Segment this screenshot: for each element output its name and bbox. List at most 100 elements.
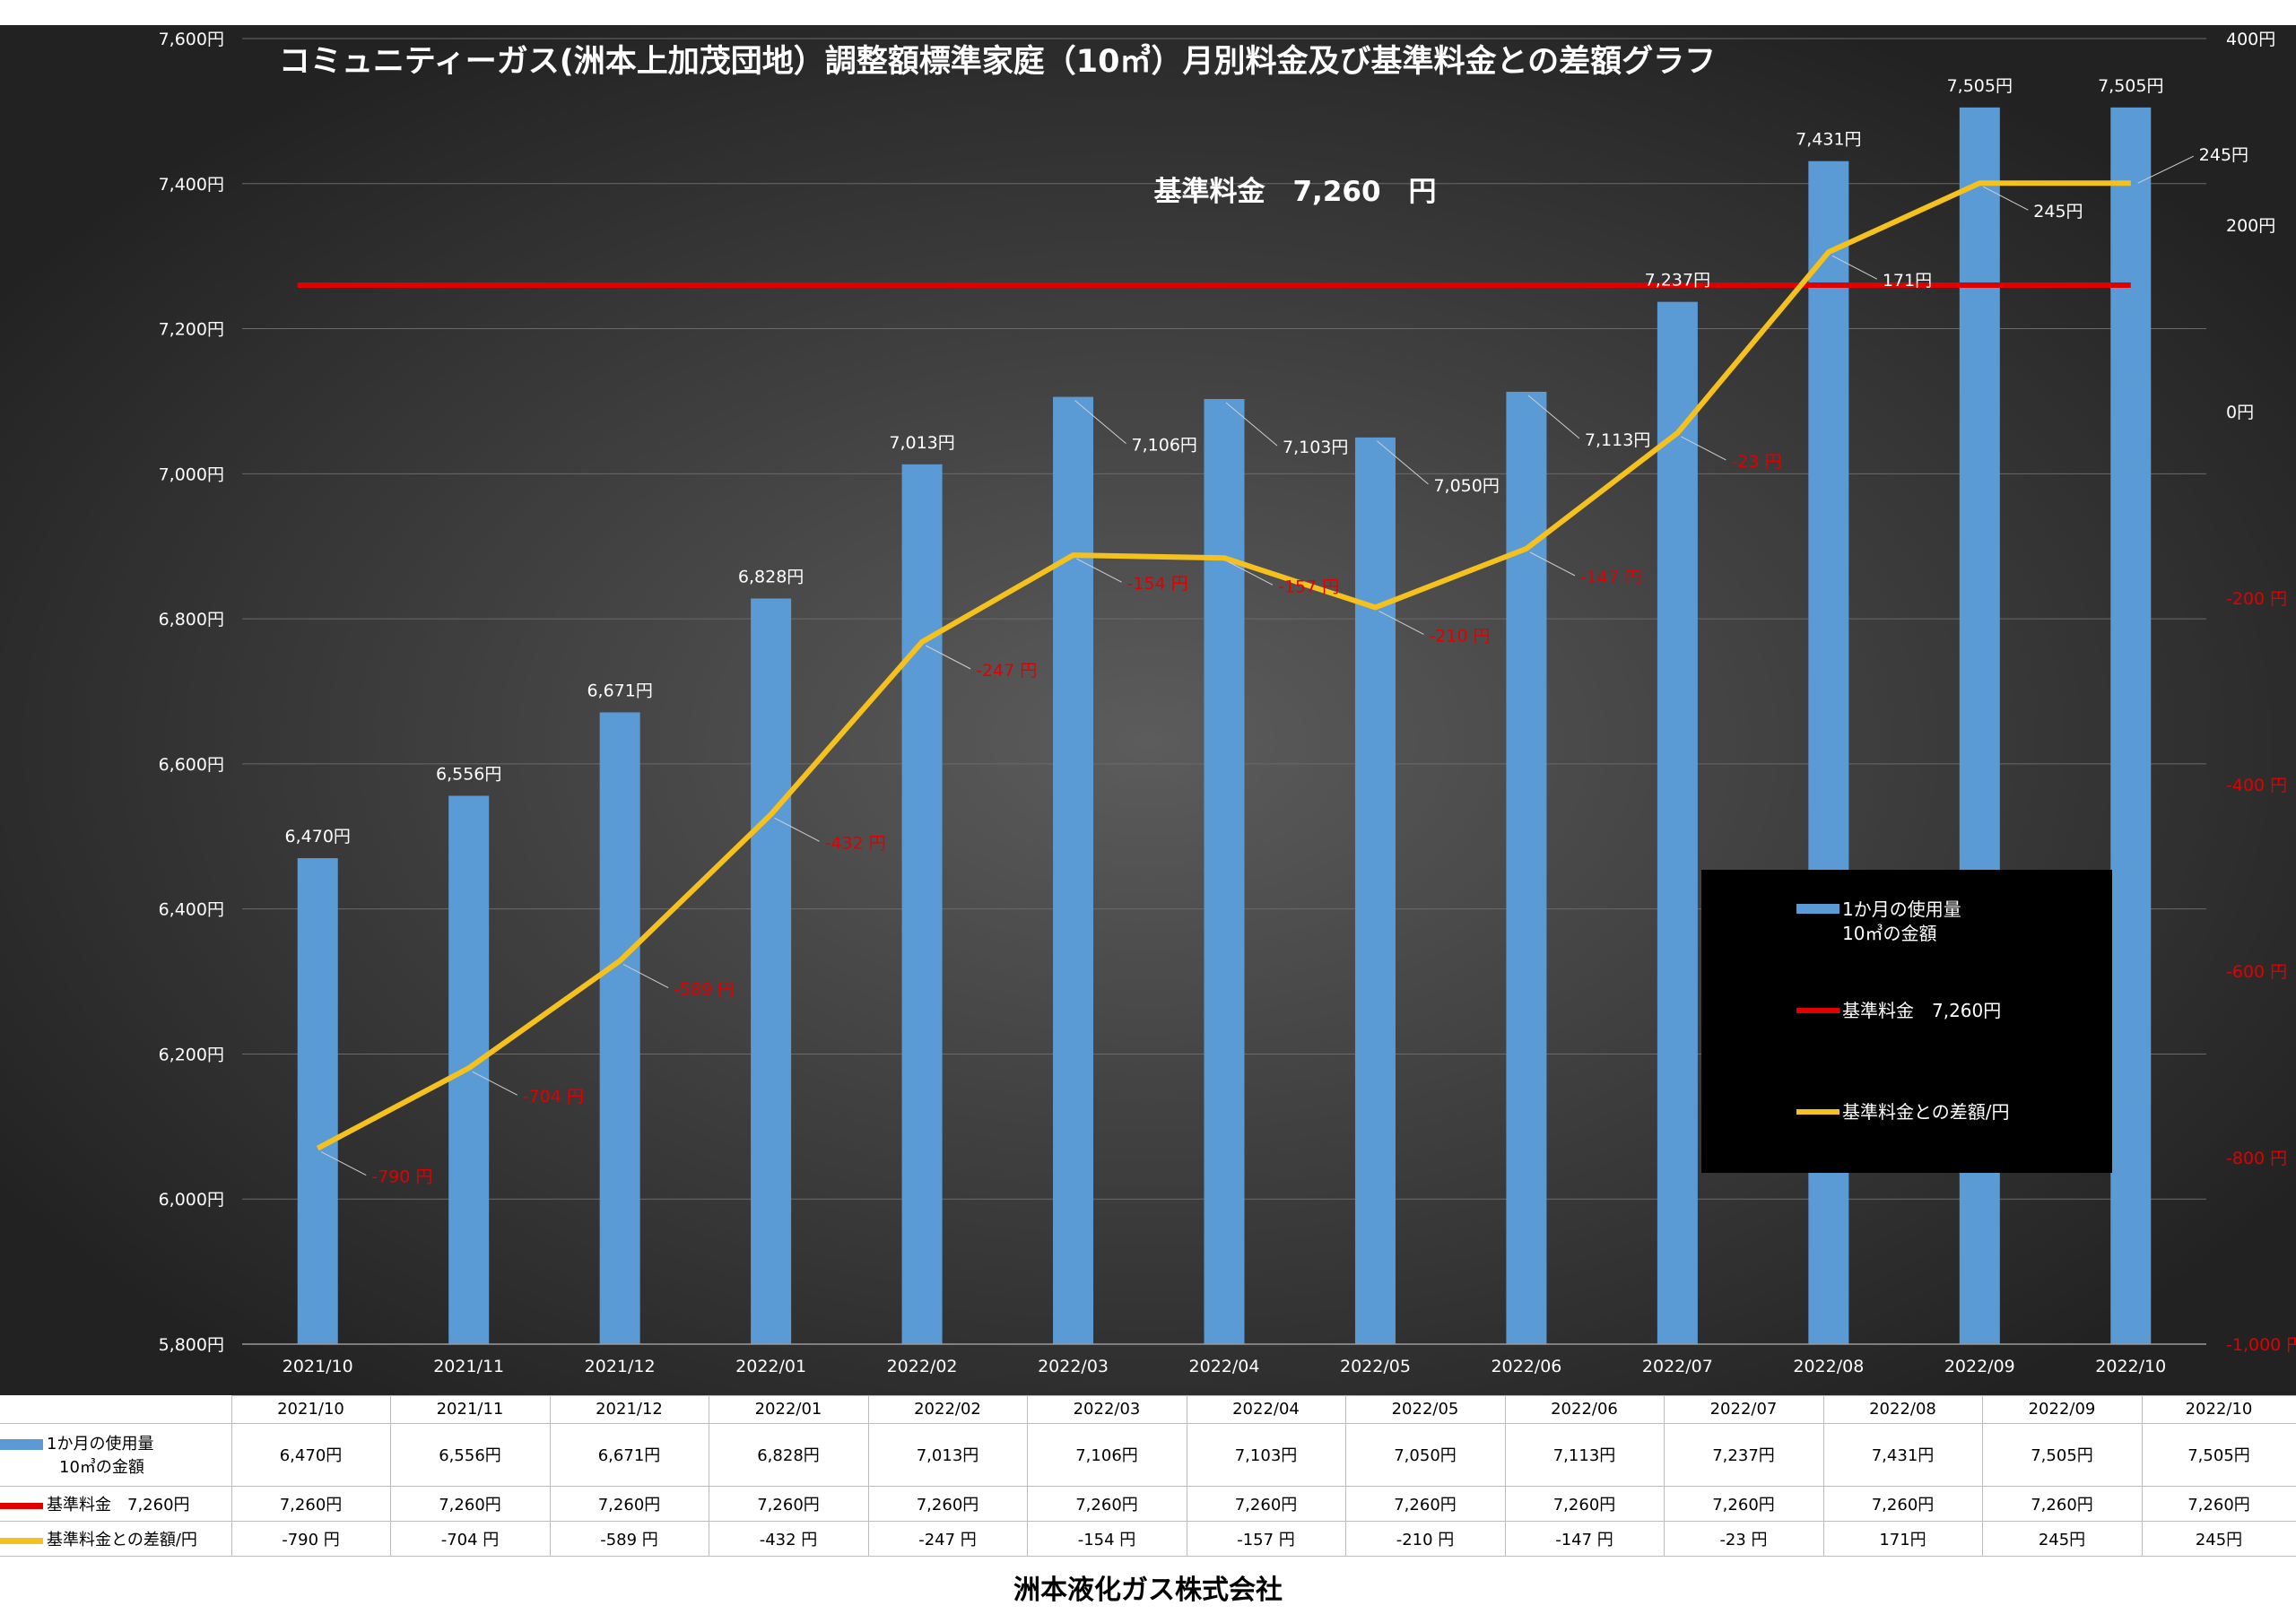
table-cell-diff: -23 円 [1664, 1522, 1823, 1557]
usage-label-line2: 10㎥の金額 [0, 1454, 231, 1478]
diff-value-label: 245円 [2199, 145, 2248, 165]
table-cell-usage: 7,505円 [2142, 1423, 2296, 1487]
x-tick-label: 2022/09 [1944, 1357, 2015, 1376]
table-cell-diff: -157 円 [1187, 1522, 1345, 1557]
table-cell-usage: 7,013円 [868, 1423, 1027, 1487]
base-rate-label: 基準料金 7,260 円 [1153, 176, 1436, 208]
bar-value-label: 7,113円 [1585, 430, 1650, 450]
table-cell-base: 7,260円 [550, 1487, 709, 1522]
x-tick-label: 2022/02 [887, 1357, 958, 1376]
table-cell-diff: 245円 [1982, 1522, 2142, 1557]
table-row-usage: 1か月の使用量 10㎥の金額 6,470円 6,556円 6,671円 6,828円 7… [0, 1423, 2296, 1487]
diff-value-label: 245円 [2033, 202, 2083, 221]
table-cell-base: 7,260円 [231, 1487, 390, 1522]
bar-value-label: 7,505円 [1947, 76, 2013, 96]
table-cell-base: 7,260円 [1982, 1487, 2142, 1522]
bar [1053, 397, 1093, 1344]
y-right-tick-label: -1,000 円 [2226, 1335, 2296, 1355]
bar-value-label: 7,013円 [889, 433, 954, 453]
table-header-row: 2021/10 2021/11 2021/12 2022/01 2022/02 2022/… [0, 1396, 2296, 1424]
bar-value-label: 6,671円 [587, 681, 652, 700]
table-cell-base: 7,260円 [1505, 1487, 1664, 1522]
y-right-tick-label: 0円 [2226, 403, 2254, 422]
bar [1205, 399, 1245, 1344]
usage-label-line1: 1か月の使用量 [47, 1435, 153, 1454]
base-key [0, 1503, 43, 1509]
x-tick-label: 2021/12 [585, 1357, 656, 1376]
bar [1355, 438, 1396, 1344]
table-cell-usage: 7,106円 [1027, 1423, 1187, 1487]
x-tick-label: 2022/10 [2095, 1357, 2166, 1376]
bar-value-label: 7,103円 [1283, 438, 1348, 457]
table-header-cell: 2022/06 [1505, 1396, 1664, 1424]
table-cell-usage: 6,470円 [231, 1423, 390, 1487]
bar [902, 464, 943, 1344]
diff-value-label: -247 円 [976, 661, 1037, 681]
table-row-label-usage: 1か月の使用量 10㎥の金額 [0, 1423, 231, 1487]
table-cell-diff: -432 円 [709, 1522, 868, 1557]
table-header-cell: 2022/10 [2142, 1396, 2296, 1424]
diff-value-label: -704 円 [523, 1087, 584, 1107]
bar-value-label: 7,431円 [1796, 130, 1861, 150]
table-header-cell: 2022/07 [1664, 1396, 1823, 1424]
table-cell-base: 7,260円 [1664, 1487, 1823, 1522]
table-cell-usage: 6,828円 [709, 1423, 868, 1487]
x-tick-label: 2022/03 [1038, 1357, 1109, 1376]
y-left-tick-label: 7,400円 [159, 175, 224, 195]
table-cell-diff: -147 円 [1505, 1522, 1664, 1557]
legend-diff-label: 基準料金との差額/円 [1842, 1101, 2010, 1123]
table-cell-base: 7,260円 [1027, 1487, 1187, 1522]
table-cell-usage: 7,505円 [1982, 1423, 2142, 1487]
bar-value-label: 6,556円 [436, 764, 501, 784]
table-cell-diff: -154 円 [1027, 1522, 1187, 1557]
bar [298, 858, 338, 1344]
table-cell-diff: -247 円 [868, 1522, 1027, 1557]
diff-value-label: -157 円 [1278, 577, 1339, 596]
table-header-cell: 2022/02 [868, 1396, 1027, 1424]
table-row-label-diff: 基準料金との差額/円 [0, 1522, 231, 1557]
table-cell-usage: 7,050円 [1345, 1423, 1505, 1487]
x-tick-label: 2022/06 [1491, 1357, 1561, 1376]
bar-value-label: 7,237円 [1645, 271, 1710, 291]
diff-value-label: -147 円 [1580, 568, 1641, 587]
table-cell-usage: 7,113円 [1505, 1423, 1664, 1487]
y-right-tick-label: 400円 [2226, 30, 2275, 49]
data-table: 2021/10 2021/11 2021/12 2022/01 2022/02 2022/… [0, 1395, 2296, 1557]
table-cell-base: 7,260円 [1187, 1487, 1345, 1522]
bar [1657, 302, 1698, 1344]
table-cell-base: 7,260円 [868, 1487, 1027, 1522]
legend-bar-label-line2: 10㎥の金額 [1842, 923, 1936, 944]
y-left-tick-label: 7,000円 [159, 464, 224, 484]
diff-key [0, 1538, 43, 1544]
y-left-tick-label: 7,200円 [159, 320, 224, 340]
table-cell-usage: 7,237円 [1664, 1423, 1823, 1487]
y-right-tick-label: -600 円 [2226, 962, 2287, 982]
y-right-tick-label: -200 円 [2226, 589, 2287, 609]
table-row-base: 基準料金 7,260円 7,260円 7,260円 7,260円 7,260円 7,26… [0, 1487, 2296, 1522]
company-footer: 洲本液化ガス株式会社 [0, 1567, 2296, 1607]
table-cell-diff: -704 円 [390, 1522, 550, 1557]
diff-value-label: -790 円 [371, 1167, 432, 1187]
table-header-cell: 2022/08 [1823, 1396, 1982, 1424]
table-cell-diff: 171円 [1823, 1522, 1982, 1557]
y-right-tick-label: -400 円 [2226, 776, 2287, 795]
bar [2110, 108, 2151, 1344]
table-cell-base: 7,260円 [390, 1487, 550, 1522]
table-cell-diff: -589 円 [550, 1522, 709, 1557]
diff-value-label: -23 円 [1731, 452, 1781, 472]
bar-value-label: 7,505円 [2098, 76, 2163, 96]
y-left-tick-label: 6,600円 [159, 755, 224, 775]
diff-value-label: 171円 [1883, 271, 1932, 291]
x-tick-label: 2021/11 [433, 1357, 504, 1376]
table-cell-base: 7,260円 [1345, 1487, 1505, 1522]
table-header-cell: 2022/05 [1345, 1396, 1505, 1424]
table-header-cell: 2021/10 [231, 1396, 390, 1424]
table-cell-usage: 7,103円 [1187, 1423, 1345, 1487]
chart-area: 6,470円 6,556円 6,671円 6,828円 7,013円 7,106円 7,10… [0, 25, 2296, 1404]
y-left-tick-label: 7,600円 [159, 30, 224, 49]
table-cell-usage: 7,431円 [1823, 1423, 1982, 1487]
legend: 1か月の使用量 10㎥の金額 基準料金 7,260円 基準料金との差額/円 [1701, 870, 2112, 1173]
table-cell-diff: -210 円 [1345, 1522, 1505, 1557]
x-tick-label: 2022/01 [735, 1357, 806, 1376]
table-header-cell: 2022/01 [709, 1396, 868, 1424]
